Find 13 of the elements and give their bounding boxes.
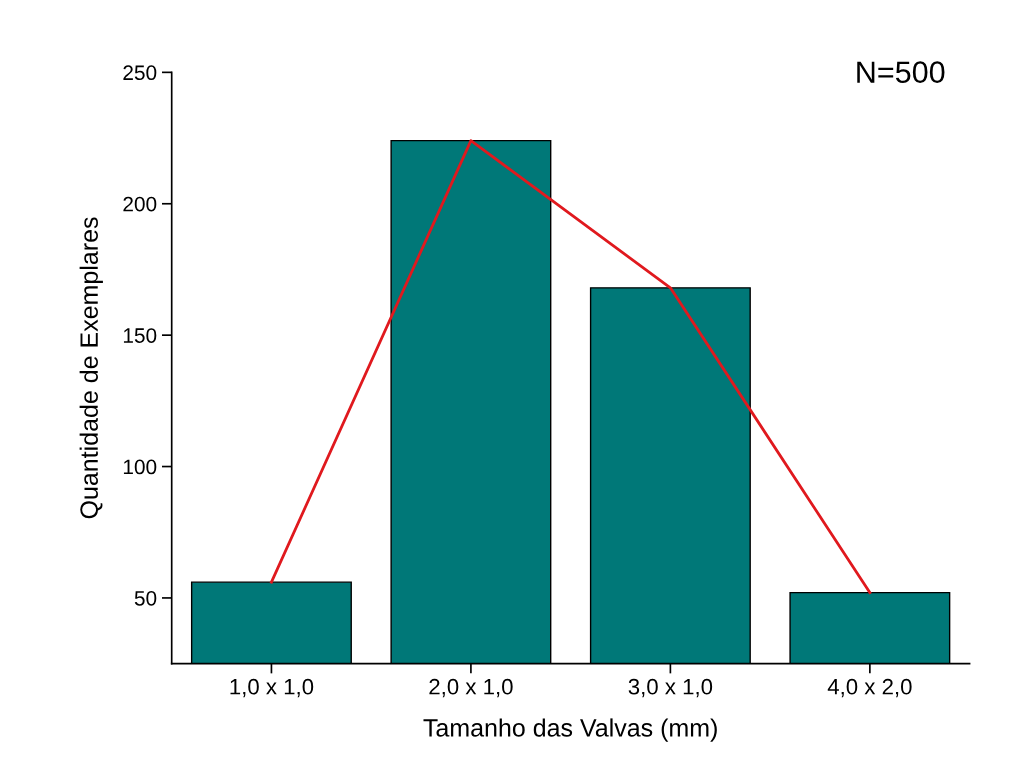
y-axis-title: Quantidade de Exemplares	[79, 217, 103, 519]
y-tick-label: 200	[123, 196, 157, 212]
x-tick-label: 4,0 x 2,0	[827, 678, 912, 698]
x-tick-label: 1,0 x 1,0	[230, 678, 314, 698]
y-tick-label: 250	[123, 65, 157, 81]
y-tick-label: 150	[123, 328, 157, 343]
x-tick-label: 3,0 x 1,0	[628, 678, 713, 698]
x-tick-label: 2,0 x 1,0	[429, 678, 513, 698]
line-series	[270, 139, 872, 595]
annotation: N=500	[857, 61, 945, 83]
x-axis-title: Tamanho das Valvas (mm)	[423, 718, 717, 742]
y-tick-label: 50	[134, 590, 157, 606]
y-tick-label: 100	[123, 459, 157, 475]
